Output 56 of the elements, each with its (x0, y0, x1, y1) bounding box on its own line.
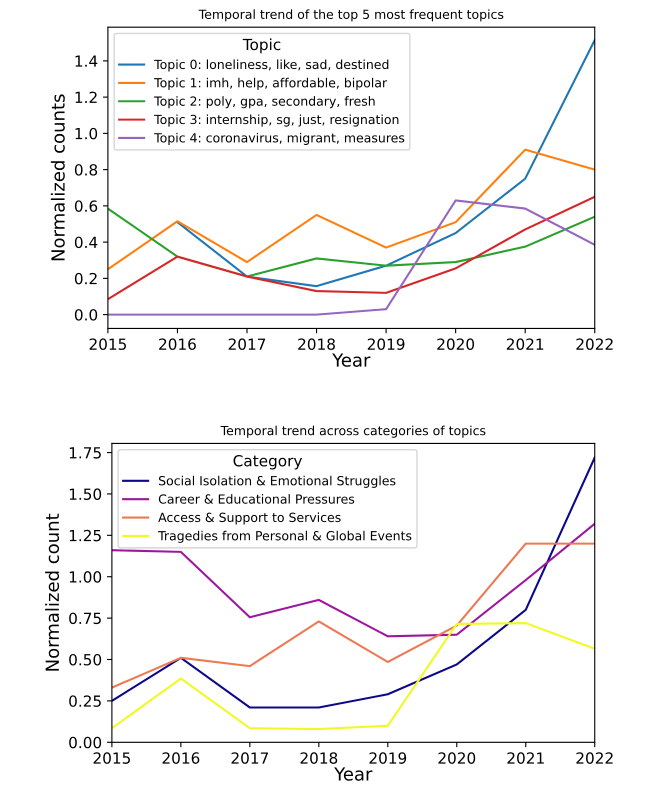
y-tick-label: 1.00 (70, 571, 102, 583)
y-tick-label: 1.4 (76, 56, 98, 67)
legend-label: Tragedies from Personal & Global Events (158, 530, 412, 543)
x-tick-label: 2020 (438, 752, 476, 764)
x-tick-label: 2018 (300, 752, 338, 764)
y-axis-title: Normalized counts (50, 94, 65, 260)
y-tick-label: 0.6 (74, 200, 98, 212)
y-tick-label: 1.0 (76, 128, 98, 140)
y-tick-label: 0.0 (74, 309, 98, 321)
legend-title: Category (234, 454, 302, 470)
legend-title: Topic (242, 38, 280, 54)
y-tick-label: 0.25 (69, 695, 101, 707)
x-tick-label: 2016 (159, 338, 196, 350)
line-series (112, 542, 595, 689)
y-tick-label: 0.4 (74, 236, 98, 248)
legend-label: Topic 3: internship, sg, just, resignation (154, 114, 398, 127)
line-series (112, 522, 595, 638)
line-series (108, 148, 595, 270)
y-axis-title: Normalized count (45, 514, 60, 671)
legend-label: Topic 1: imh, help, affordable, bipolar (154, 78, 388, 90)
y-tick-label: 0.50 (69, 654, 102, 666)
line-series (112, 622, 595, 730)
x-axis-title: Year (332, 353, 370, 367)
y-tick-label: 0.00 (69, 736, 102, 748)
x-tick-label: 2016 (162, 752, 200, 764)
x-tick-label: 2018 (298, 338, 335, 350)
chart-title: Temporal trend across categories of topics (220, 426, 486, 438)
x-tick-label: 2020 (437, 338, 474, 350)
x-tick-label: 2017 (232, 752, 268, 764)
x-tick-label: 2019 (368, 338, 404, 350)
y-tick-label: 0.8 (74, 164, 98, 176)
line-series (108, 196, 595, 300)
legend-label: Topic 2: poly, gpa, secondary, fresh (154, 96, 375, 108)
y-tick-label: 1.50 (70, 488, 102, 500)
y-tick-label: 0.2 (74, 272, 97, 284)
x-tick-label: 2019 (369, 752, 406, 764)
y-tick-label: 1.75 (70, 447, 101, 459)
x-tick-label: 2021 (506, 338, 544, 350)
x-axis-title: Year (334, 767, 372, 781)
y-tick-label: 0.75 (69, 612, 101, 624)
y-tick-label: 1.25 (70, 530, 101, 542)
line-series (108, 199, 595, 316)
x-tick-label: 2022 (576, 752, 613, 764)
x-tick-label: 2015 (90, 338, 126, 350)
y-tick-label: 1.2 (76, 92, 97, 103)
legend-label: Topic 0: loneliness, like, sad, destined (154, 59, 388, 72)
line-series (112, 456, 595, 709)
x-tick-label: 2017 (228, 338, 266, 350)
chart-title: Temporal trend of the top 5 most frequent topics (198, 9, 504, 22)
legend-label: Topic 4: coronavirus, migrant, measures (154, 132, 404, 145)
legend-label: Career & Educational Pressures (158, 494, 354, 504)
x-tick-label: 2015 (94, 752, 130, 764)
x-tick-label: 2022 (576, 338, 613, 350)
legend-label: Access & Support to Services (158, 512, 341, 525)
x-tick-label: 2021 (507, 752, 544, 764)
legend-label: Social Isolation & Emotional Struggles (158, 476, 396, 488)
